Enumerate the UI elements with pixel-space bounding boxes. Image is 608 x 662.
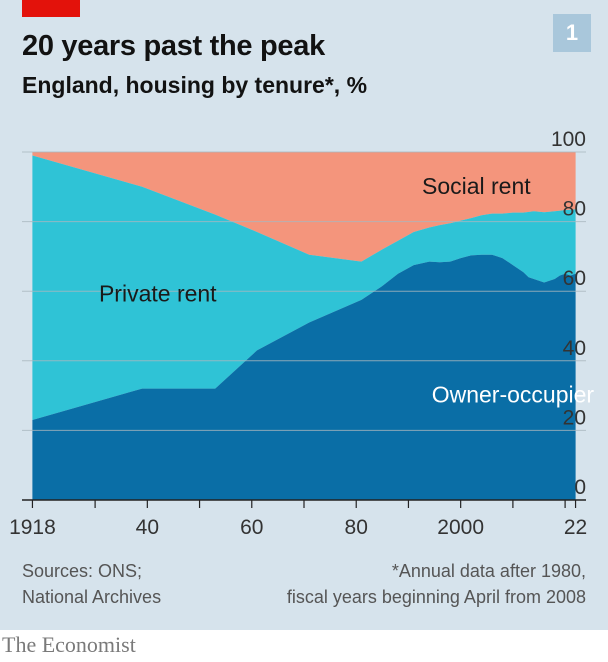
chart-subtitle: England, housing by tenure*, % [22,72,368,98]
sources-line-2: National Archives [22,587,162,607]
x-tick-label-80: 80 [345,516,368,539]
area-labels: Social rent Private rent Owner-occupier [99,173,594,408]
area-label-social-rent: Social rent [422,173,531,199]
x-tick-label-22: 22 [564,516,587,539]
x-tick-label-60: 60 [240,516,263,539]
sources-line-1: Sources: ONS; [22,561,143,581]
y-tick-label-0: 0 [574,476,586,499]
x-tick-label-40: 40 [136,516,159,539]
footnote-line-1: *Annual data after 1980, [391,561,586,581]
stacked-area-chart: 1918 40 60 80 2000 22 0 20 40 60 80 100 Social rent… [9,128,594,539]
x-tick-label-2000: 2000 [437,516,484,539]
chart-areas [32,152,576,500]
chart-number-badge: 1 [553,14,591,52]
footnote-line-2: fiscal years beginning April from 2008 [286,587,586,607]
chart-card: 1 20 years past the peak England, housin… [0,0,608,630]
economist-red-tag [22,0,80,17]
y-tick-label-60: 60 [563,267,586,290]
social-rent-area [32,152,576,262]
area-label-owner-occupier: Owner-occupier [432,382,595,408]
y-tick-label-40: 40 [563,337,586,360]
sources-note: Sources: ONS; National Archives [22,558,161,610]
y-tick-label-100: 100 [551,128,586,151]
axes: 1918 40 60 80 2000 22 0 20 40 60 80 100 [9,128,587,539]
y-tick-label-20: 20 [563,406,586,429]
x-tick-label-1918: 1918 [9,516,56,539]
owner-occupier-area [32,254,576,500]
area-label-private-rent: Private rent [99,281,217,307]
chart-title: 20 years past the peak [22,30,325,62]
economist-wordmark: The Economist [2,632,136,657]
footnote: *Annual data after 1980, fiscal years be… [287,558,586,610]
y-tick-label-80: 80 [563,198,586,221]
gridlines [22,151,586,431]
